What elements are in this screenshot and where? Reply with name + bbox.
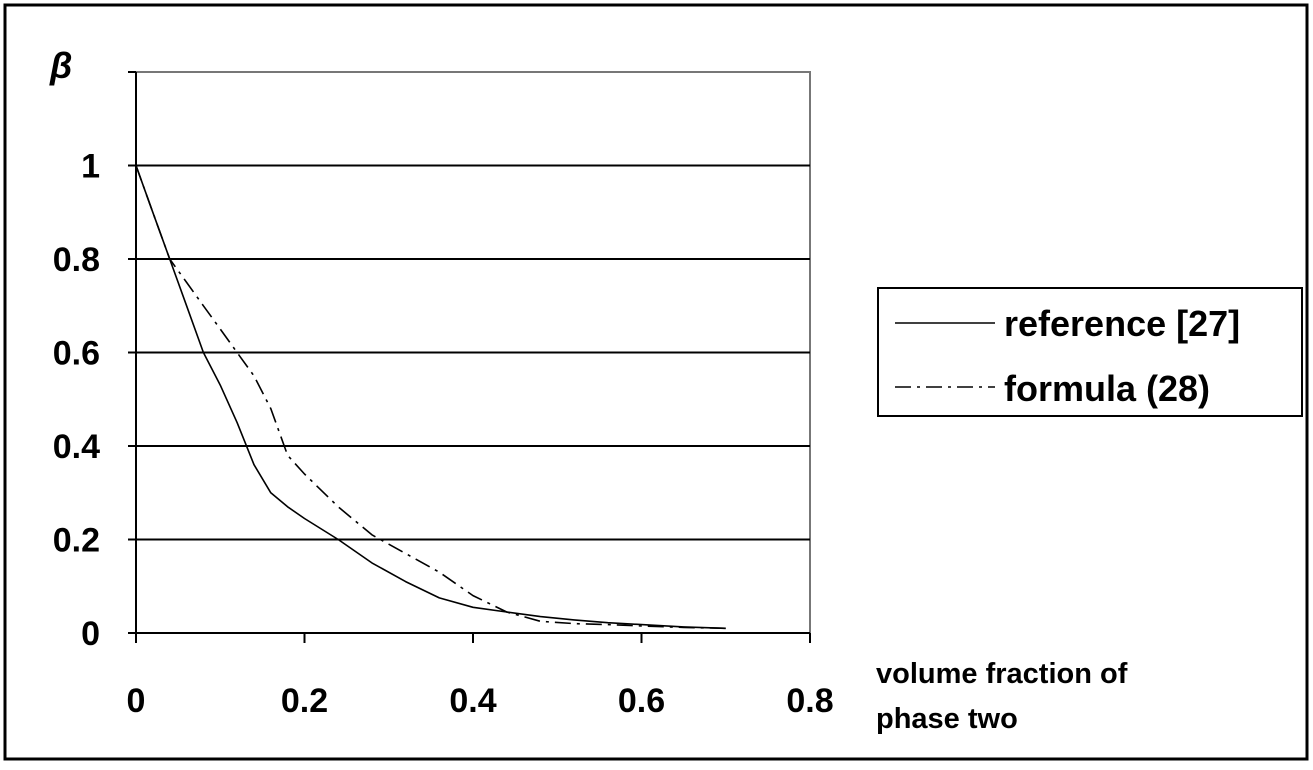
legend-label-formula: formula (28) [1004,368,1210,409]
x-axis-label-line2: phase two [876,703,1018,735]
y-axis-label: β [49,45,72,86]
x-tick-label: 0.4 [449,682,496,720]
y-tick-label: 0.6 [53,335,100,373]
grid-layer [136,164,810,541]
x-axis-label-line1: volume fraction of [876,658,1128,690]
tick-labels: 0 0.2 0.4 0.6 0.8 1 0 0.2 0.4 0.6 0.8 [53,148,834,721]
legend: reference [27] formula (28) [877,287,1303,417]
x-tick-label: 0 [127,682,146,720]
series-line-reference [135,165,726,630]
legend-label-reference: reference [27] [1004,303,1240,344]
series-line-formula [135,165,726,630]
x-tick-label: 0.6 [618,682,665,720]
x-tick-label: 0.2 [281,682,328,720]
y-tick-label: 0.2 [53,522,100,560]
x-tick-label: 0.8 [786,682,833,720]
y-tick-label: 0.8 [53,241,100,279]
y-tick-label: 0.4 [53,428,100,466]
y-tick-label: 1 [81,148,100,186]
y-tick-label: 0 [81,615,100,653]
legend-box [877,287,1303,417]
series-layer [135,165,726,630]
